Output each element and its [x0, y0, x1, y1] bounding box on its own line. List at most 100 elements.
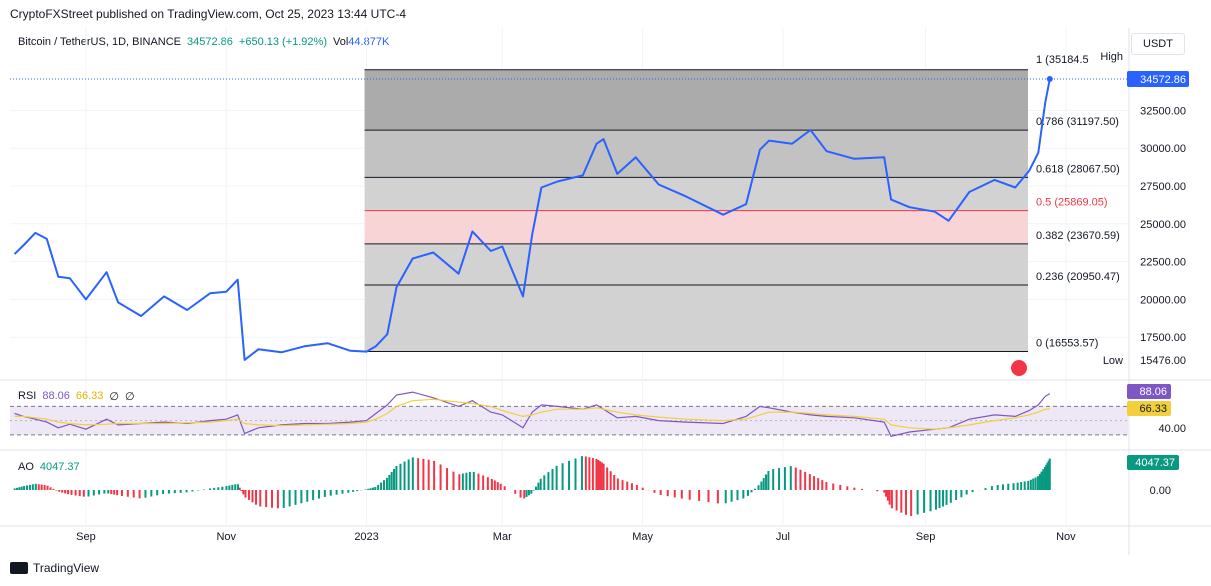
ao-bar: [527, 490, 530, 496]
footer-brand[interactable]: TradingView: [33, 561, 100, 575]
fib-level-label: 1 (35184.5: [1036, 54, 1089, 66]
ao-bar: [730, 490, 733, 502]
ao-bar: [1044, 466, 1047, 490]
ao-bar: [613, 474, 616, 490]
high-label: High: [1100, 51, 1123, 63]
ao-bar: [503, 486, 506, 490]
ao-bar: [82, 490, 85, 497]
ao-bar: [294, 490, 297, 505]
ao-bar: [960, 490, 963, 498]
ao-bar: [126, 490, 129, 497]
ao-bar: [630, 483, 633, 490]
ao-bar: [191, 490, 194, 492]
ao-bar: [886, 490, 889, 501]
ao-bar: [1020, 482, 1023, 490]
ao-bar: [547, 472, 550, 490]
ao-bar: [767, 470, 770, 490]
ao-bar: [635, 485, 638, 490]
ao-bar: [1016, 482, 1019, 490]
x-tick-label: May: [632, 531, 653, 543]
ao-bar: [276, 490, 279, 509]
ao-bar: [568, 460, 571, 490]
ao-bar: [910, 490, 913, 517]
y-tick-label: 27500.00: [1140, 181, 1186, 193]
ao-bar: [61, 490, 64, 493]
ao-bar: [116, 490, 119, 496]
ao-bar: [945, 490, 948, 505]
ao-bar: [742, 490, 745, 499]
ao-title: AO: [18, 461, 34, 473]
ao-bar: [1007, 483, 1010, 490]
ao-bar: [599, 461, 602, 490]
ao-bar: [804, 471, 807, 490]
ao-bar: [472, 471, 475, 490]
ao-bar: [539, 478, 542, 490]
ao-bar: [762, 478, 765, 490]
fib-level-label: 0.618 (28067.50): [1036, 163, 1120, 175]
ao-bar: [580, 456, 583, 490]
ao-bar: [240, 490, 243, 492]
fib-zone: [364, 130, 1028, 178]
ao-bar: [621, 480, 624, 490]
ao-bar: [306, 490, 309, 502]
ao-bar: [341, 490, 344, 494]
ao-bar: [942, 490, 945, 507]
rsi-value: 88.06: [42, 390, 70, 402]
currency-selector[interactable]: USDT: [1131, 33, 1185, 55]
ao-bar: [1038, 474, 1041, 490]
ao-bar: [352, 490, 355, 492]
ao-bar: [1023, 481, 1026, 490]
ao-bar: [724, 490, 727, 504]
ao-bar: [156, 490, 159, 496]
x-tick-label: Sep: [916, 531, 936, 543]
ao-bar: [934, 490, 937, 510]
ao-bar: [221, 486, 224, 490]
ao-bar: [996, 484, 999, 490]
ao-bar: [385, 477, 388, 490]
ao-bar: [18, 487, 21, 490]
ao-bar: [43, 485, 46, 490]
ao-bar: [70, 490, 73, 495]
ao-bar: [591, 458, 594, 490]
us-flag-icon: [1009, 358, 1029, 378]
last-price-dot: [1046, 76, 1053, 83]
ao-bar: [37, 484, 40, 490]
y-tick-label: 22500.00: [1140, 257, 1186, 269]
ao-bar: [113, 490, 116, 495]
y-tick-label: 32500.00: [1140, 105, 1186, 117]
ao-bar: [757, 485, 760, 490]
ao-bar: [25, 485, 28, 490]
ao-bar: [107, 490, 110, 494]
symbol-name[interactable]: Bitcoin / TetherUS, 1D, BINANCE: [18, 36, 182, 48]
ao-bar: [490, 478, 493, 490]
ao-bar: [1036, 476, 1039, 490]
rsi-ma-tag-bg: [1127, 401, 1171, 416]
ao-bar: [584, 456, 587, 490]
ao-bar: [138, 490, 141, 499]
rsi-empty-2: ∅: [125, 391, 135, 403]
ao-bar: [876, 490, 879, 492]
ao-bar: [31, 484, 34, 490]
x-tick-label: 2023: [354, 531, 378, 543]
ao-bar: [783, 467, 786, 490]
ao-bar: [765, 474, 768, 490]
ao-y-tick: 0.00: [1150, 485, 1171, 497]
ao-bar: [817, 478, 820, 490]
ao-bar: [883, 490, 886, 493]
ao-bar: [234, 484, 237, 490]
ao-bar: [535, 486, 538, 490]
publisher-line: CryptoFXStreet published on TradingView.…: [10, 7, 406, 21]
ao-bar: [746, 490, 749, 496]
ao-bar: [716, 490, 719, 504]
ao-bar: [49, 487, 52, 490]
ao-bar: [417, 458, 420, 490]
ao-bar: [388, 474, 391, 490]
ao-bar: [673, 490, 676, 498]
ao-bar: [369, 488, 372, 490]
ao-bar: [574, 458, 577, 490]
fib-level-label: 0.786 (31197.50): [1036, 116, 1119, 128]
ao-bar: [64, 490, 67, 494]
ao-bar: [808, 474, 811, 490]
ao-bar: [367, 488, 370, 490]
